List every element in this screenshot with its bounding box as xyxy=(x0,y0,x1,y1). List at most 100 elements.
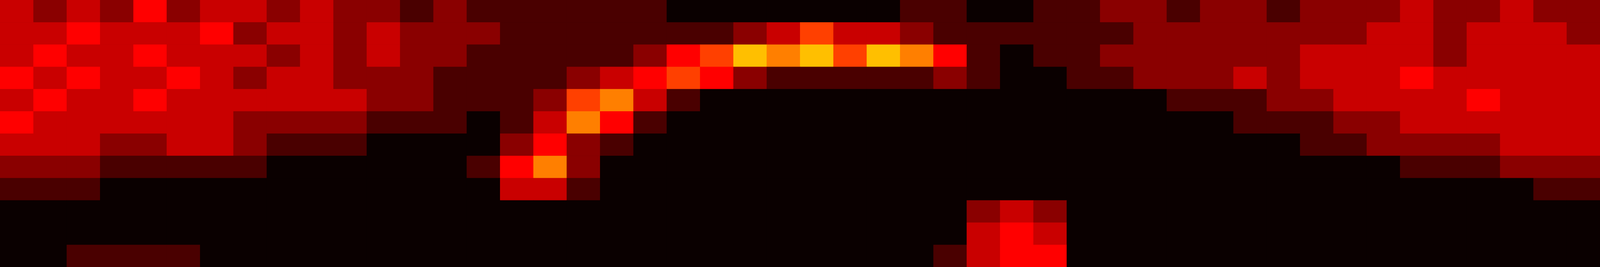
heatmap-cell xyxy=(366,89,400,112)
heatmap-cell xyxy=(933,244,967,267)
heatmap-cell xyxy=(66,44,100,67)
heatmap-cell xyxy=(933,89,967,112)
heatmap-cell xyxy=(1300,222,1334,246)
heatmap-cell xyxy=(900,200,934,223)
heatmap-cell xyxy=(1533,66,1567,90)
heatmap-cell xyxy=(1033,22,1067,45)
heatmap-cell xyxy=(1333,222,1367,246)
heatmap-cell xyxy=(633,222,667,246)
heatmap-cell xyxy=(966,0,1000,23)
heatmap-cell xyxy=(533,66,567,90)
heatmap-cell xyxy=(1033,0,1067,23)
heatmap-cell xyxy=(366,222,400,246)
heatmap-cell xyxy=(433,222,467,246)
heatmap-cell xyxy=(866,89,900,112)
heatmap-cell xyxy=(1400,244,1434,267)
heatmap-cell xyxy=(1400,222,1434,246)
heatmap-cell xyxy=(400,133,434,157)
heatmap-cell xyxy=(1333,133,1367,157)
heatmap-cell xyxy=(566,66,600,90)
heatmap-cell xyxy=(1266,44,1300,67)
heatmap-cell xyxy=(633,89,667,112)
heatmap-cell xyxy=(100,89,134,112)
heatmap-cell xyxy=(1333,0,1367,23)
heatmap-cell xyxy=(1533,133,1567,157)
heatmap-cell xyxy=(200,66,234,90)
heatmap-cell xyxy=(1333,111,1367,134)
heatmap-cell xyxy=(433,177,467,201)
heatmap-cell xyxy=(66,22,100,45)
heatmap-cell xyxy=(900,177,934,201)
heatmap-cell xyxy=(133,200,167,223)
heatmap-cell xyxy=(66,111,100,134)
heatmap-cell xyxy=(0,22,34,45)
heatmap-cell xyxy=(1466,66,1500,90)
heatmap-cell xyxy=(1100,111,1134,134)
heatmap-cell xyxy=(300,0,334,23)
heatmap-cell xyxy=(700,111,734,134)
heatmap-cell xyxy=(1033,133,1067,157)
heatmap-cell xyxy=(700,44,734,67)
heatmap-cell xyxy=(0,133,34,157)
heatmap-cell xyxy=(800,66,834,90)
heatmap-cell xyxy=(1033,44,1067,67)
heatmap-cell xyxy=(966,133,1000,157)
heatmap-cell xyxy=(800,22,834,45)
heatmap-cell xyxy=(266,177,300,201)
heatmap-cell xyxy=(1000,22,1034,45)
heatmap-cell xyxy=(566,200,600,223)
heatmap-cell xyxy=(733,155,767,179)
heatmap-cell xyxy=(66,0,100,23)
heatmap-cell xyxy=(1233,89,1267,112)
heatmap-cell xyxy=(800,222,834,246)
heatmap-cell xyxy=(933,111,967,134)
heatmap-cell xyxy=(233,66,267,90)
heatmap-cell xyxy=(700,222,734,246)
heatmap-cell xyxy=(1266,155,1300,179)
heatmap-cell xyxy=(700,177,734,201)
heatmap-cell xyxy=(1233,177,1267,201)
heatmap-cell xyxy=(166,66,200,90)
heatmap-cell xyxy=(600,133,634,157)
heatmap-cell xyxy=(1500,111,1534,134)
heatmap-cell xyxy=(1333,22,1367,45)
heatmap-cell xyxy=(1100,177,1134,201)
heatmap-cell xyxy=(1233,44,1267,67)
heatmap-cell xyxy=(600,200,634,223)
heatmap-cell xyxy=(1166,200,1200,223)
heatmap-cell xyxy=(100,22,134,45)
heatmap-cell xyxy=(500,44,534,67)
heatmap-cell xyxy=(1266,244,1300,267)
heatmap-cell xyxy=(566,177,600,201)
heatmap-cell xyxy=(1566,89,1600,112)
heatmap-cell xyxy=(1400,66,1434,90)
heatmap-cell xyxy=(1300,200,1334,223)
heatmap-cell xyxy=(433,155,467,179)
heatmap-cell xyxy=(500,177,534,201)
heatmap-cell xyxy=(1133,133,1167,157)
heatmap-cell xyxy=(733,200,767,223)
heatmap-cell xyxy=(733,66,767,90)
heatmap-cell xyxy=(833,244,867,267)
heatmap-cell xyxy=(800,244,834,267)
heatmap-cell xyxy=(566,22,600,45)
heatmap-cell xyxy=(200,111,234,134)
heatmap-cell xyxy=(1233,200,1267,223)
heatmap-cell xyxy=(466,0,500,23)
heatmap-cell xyxy=(900,222,934,246)
heatmap-cell xyxy=(1266,200,1300,223)
heatmap-cell xyxy=(233,89,267,112)
heatmap-cell xyxy=(1000,111,1034,134)
heatmap-cell xyxy=(500,111,534,134)
heatmap-cell xyxy=(1133,222,1167,246)
heatmap-cell xyxy=(1500,133,1534,157)
heatmap-cell xyxy=(766,111,800,134)
heatmap-cell xyxy=(1266,111,1300,134)
heatmap-cell xyxy=(400,111,434,134)
heatmap-cell xyxy=(566,222,600,246)
heatmap-cell xyxy=(0,111,34,134)
heatmap-cell xyxy=(400,200,434,223)
heatmap-cell xyxy=(1400,155,1434,179)
heatmap-cell xyxy=(366,111,400,134)
heatmap-cell xyxy=(1066,244,1100,267)
